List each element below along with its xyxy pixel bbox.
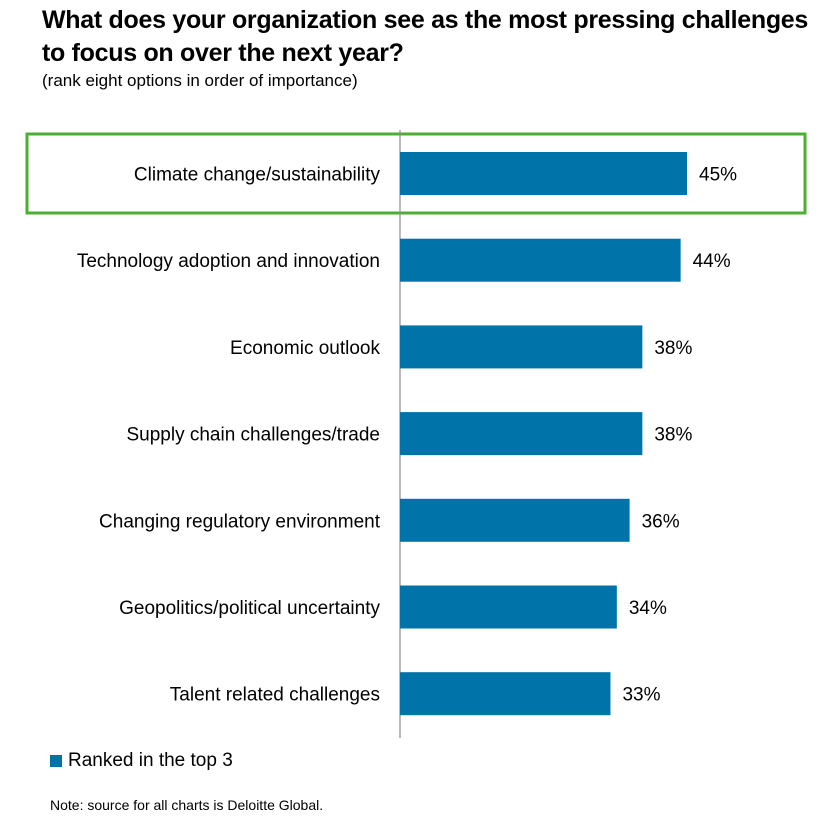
category-label: Geopolitics/political uncertainty [119,598,380,619]
legend-label: Ranked in the top 3 [68,750,233,771]
value-label: 33% [622,685,660,706]
bar [400,412,643,456]
value-label: 45% [699,165,737,186]
legend: Ranked in the top 3 [50,749,233,773]
category-label: Technology adoption and innovation [77,251,380,272]
bar [400,585,617,629]
category-label: Changing regulatory environment [99,511,381,532]
bar [400,672,611,716]
category-label: Climate change/sustainability [134,165,381,186]
value-label: 38% [654,338,692,359]
chart-subtitle: (rank eight options in order of importan… [42,71,358,90]
value-label: 38% [654,425,692,446]
source-note: Note: source for all charts is Deloitte … [50,797,324,813]
bar [400,152,687,195]
value-label: 44% [693,251,731,272]
category-label: Economic outlook [230,338,380,359]
value-label: 34% [629,598,667,619]
bar [400,498,630,542]
bar [400,238,681,282]
category-label: Talent related challenges [170,685,380,706]
chart-title: What does your organization see as the m… [42,6,809,67]
highlight-box [25,132,807,215]
legend-swatch [50,755,62,767]
value-label: 36% [642,511,680,532]
bar [400,325,643,369]
category-label: Supply chain challenges/trade [126,425,380,446]
